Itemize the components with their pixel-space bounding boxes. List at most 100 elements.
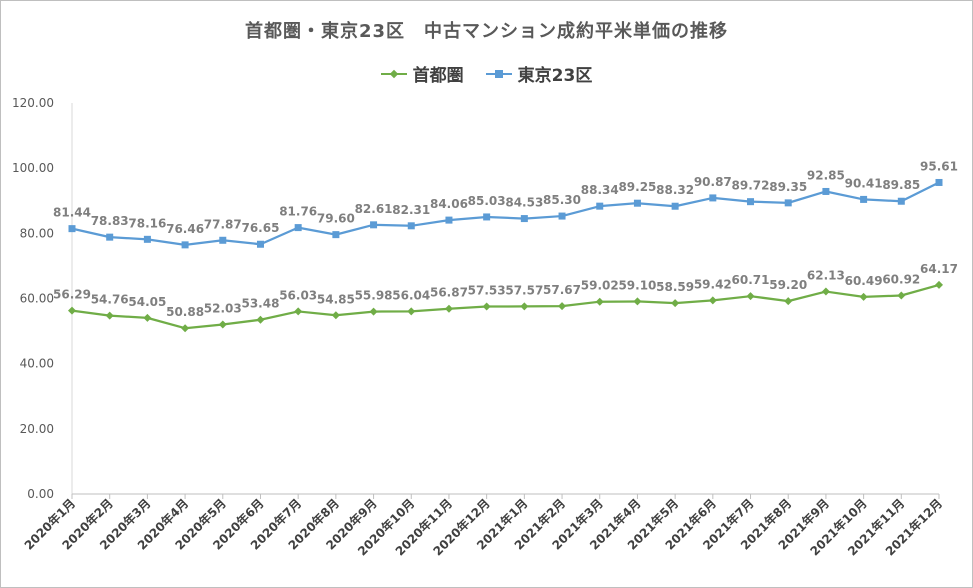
data-label: 85.30 bbox=[543, 193, 581, 207]
data-label: 56.29 bbox=[53, 288, 91, 302]
data-label: 64.17 bbox=[920, 262, 958, 276]
data-label: 56.03 bbox=[279, 288, 317, 302]
data-point-marker bbox=[520, 215, 528, 223]
data-label: 62.13 bbox=[807, 269, 845, 283]
data-label: 60.49 bbox=[845, 274, 883, 288]
data-label: 84.06 bbox=[430, 197, 468, 211]
data-point-marker bbox=[859, 292, 868, 301]
data-point-marker bbox=[143, 313, 152, 322]
data-point-marker bbox=[68, 225, 76, 233]
data-point-marker bbox=[407, 222, 415, 230]
y-tick-label: 40.00 bbox=[20, 357, 54, 371]
data-label: 54.76 bbox=[91, 293, 129, 307]
data-point-marker bbox=[181, 324, 190, 333]
chart-legend: 首都圏 東京23区 bbox=[1, 61, 972, 86]
data-label: 56.04 bbox=[392, 288, 430, 302]
legend-item-tokyo23[interactable]: 東京23区 bbox=[485, 61, 593, 86]
data-label: 90.41 bbox=[845, 176, 883, 190]
data-label: 55.98 bbox=[355, 289, 393, 303]
y-tick-label: 60.00 bbox=[20, 292, 54, 306]
data-point-marker bbox=[68, 306, 76, 315]
y-tick-label: 120.00 bbox=[12, 96, 54, 110]
data-point-marker bbox=[633, 199, 641, 207]
data-label: 59.10 bbox=[618, 278, 656, 292]
data-point-marker bbox=[369, 307, 378, 316]
data-label: 90.87 bbox=[694, 175, 732, 189]
data-point-marker bbox=[181, 241, 189, 249]
data-point-marker bbox=[407, 307, 416, 316]
data-point-marker bbox=[784, 199, 792, 207]
data-label: 85.03 bbox=[468, 194, 506, 208]
data-point-marker bbox=[596, 202, 604, 210]
legend-swatch-tokyo23 bbox=[485, 69, 512, 79]
data-point-marker bbox=[520, 302, 529, 311]
data-point-marker bbox=[482, 302, 491, 311]
data-point-marker bbox=[633, 297, 642, 306]
data-label: 54.05 bbox=[128, 295, 166, 309]
data-point-marker bbox=[821, 287, 830, 296]
data-label: 56.87 bbox=[430, 286, 468, 300]
y-tick-label: 0.00 bbox=[27, 487, 54, 501]
data-point-marker bbox=[897, 291, 906, 300]
data-label: 60.71 bbox=[732, 273, 770, 287]
legend-label-shutoken: 首都圏 bbox=[412, 66, 464, 86]
data-label: 79.60 bbox=[317, 212, 355, 226]
data-point-marker bbox=[595, 297, 604, 306]
data-label: 89.35 bbox=[769, 180, 807, 194]
data-point-marker bbox=[332, 231, 340, 239]
y-tick-label: 20.00 bbox=[20, 422, 54, 436]
data-label: 82.31 bbox=[392, 203, 430, 217]
data-point-marker bbox=[256, 240, 264, 248]
data-point-marker bbox=[709, 194, 717, 202]
series-line-1 bbox=[71, 181, 940, 246]
data-label: 92.85 bbox=[807, 168, 845, 182]
data-label: 50.88 bbox=[166, 305, 204, 319]
data-label: 89.25 bbox=[618, 180, 656, 194]
data-point-marker bbox=[822, 187, 830, 195]
data-point-marker bbox=[105, 311, 114, 320]
data-label: 78.16 bbox=[128, 216, 166, 230]
data-label: 58.59 bbox=[656, 280, 694, 294]
data-label: 88.32 bbox=[656, 183, 694, 197]
data-point-marker bbox=[671, 299, 680, 308]
legend-label-tokyo23: 東京23区 bbox=[517, 66, 593, 86]
data-label: 59.20 bbox=[769, 278, 807, 292]
data-point-marker bbox=[558, 302, 567, 311]
data-point-marker bbox=[256, 315, 265, 324]
data-point-marker bbox=[747, 198, 755, 206]
data-point-marker bbox=[370, 221, 378, 229]
data-label: 54.85 bbox=[317, 292, 355, 306]
data-label: 84.53 bbox=[505, 196, 543, 210]
legend-swatch-shutoken bbox=[380, 69, 407, 79]
data-label: 76.46 bbox=[166, 222, 204, 236]
data-label: 59.02 bbox=[581, 279, 619, 293]
data-label: 57.67 bbox=[543, 283, 581, 297]
legend-item-shutoken[interactable]: 首都圏 bbox=[380, 61, 464, 86]
data-label: 52.03 bbox=[204, 301, 242, 315]
data-point-marker bbox=[331, 311, 340, 320]
data-point-marker bbox=[860, 195, 868, 203]
data-label: 53.48 bbox=[241, 297, 279, 311]
data-point-marker bbox=[219, 236, 227, 244]
data-label: 81.76 bbox=[279, 205, 317, 219]
data-point-marker bbox=[445, 216, 453, 224]
data-point-marker bbox=[671, 202, 679, 210]
data-label: 88.34 bbox=[581, 183, 619, 197]
data-point-marker bbox=[935, 178, 943, 186]
data-point-marker bbox=[897, 197, 905, 205]
chart-title: 首都圏・東京23区 中古マンション成約平米単価の推移 bbox=[244, 21, 729, 42]
data-point-marker bbox=[143, 235, 151, 243]
data-label: 60.92 bbox=[882, 273, 920, 287]
data-label: 59.42 bbox=[694, 277, 732, 291]
data-point-marker bbox=[294, 224, 302, 232]
y-tick-label: 100.00 bbox=[12, 161, 54, 175]
data-point-marker bbox=[558, 212, 566, 220]
data-label: 76.65 bbox=[241, 221, 279, 235]
data-label: 81.44 bbox=[53, 206, 91, 220]
data-label: 89.85 bbox=[882, 178, 920, 192]
data-point-marker bbox=[294, 307, 303, 316]
data-label: 57.57 bbox=[505, 283, 543, 297]
data-label: 82.61 bbox=[355, 202, 393, 216]
